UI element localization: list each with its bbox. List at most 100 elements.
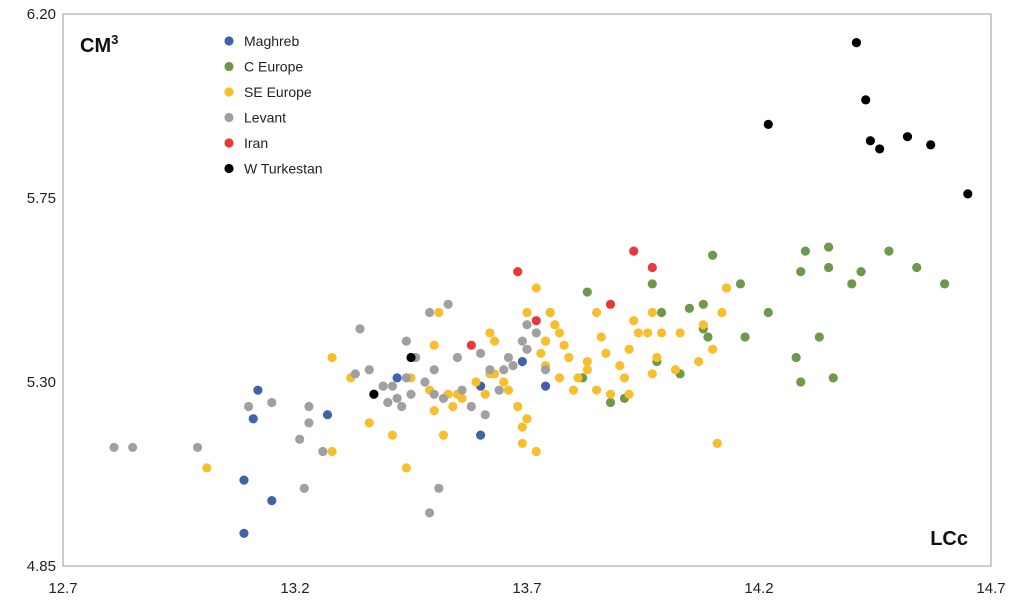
data-point	[629, 316, 639, 326]
data-point	[304, 401, 314, 412]
data-point	[531, 316, 541, 326]
data-point	[476, 430, 486, 440]
data-point	[253, 385, 263, 395]
data-point	[508, 361, 518, 371]
data-point	[656, 307, 667, 318]
data-point	[420, 377, 430, 387]
data-point	[531, 328, 541, 338]
data-point	[605, 397, 616, 408]
data-point	[824, 242, 834, 252]
x-tick-label: 14.7	[976, 580, 1005, 597]
data-point	[601, 348, 611, 358]
data-point	[364, 418, 374, 428]
data-point	[582, 287, 592, 297]
data-point	[540, 336, 551, 346]
data-point	[856, 267, 866, 277]
data-point	[619, 373, 630, 383]
x-tick-label: 13.2	[280, 580, 309, 597]
data-point	[327, 352, 337, 363]
data-point	[401, 373, 411, 383]
data-point	[531, 283, 541, 293]
series-4	[466, 246, 657, 350]
data-point	[392, 393, 402, 403]
x-axis-label: LCc	[930, 528, 968, 550]
data-point	[513, 267, 523, 277]
data-point	[800, 246, 811, 256]
legend-marker	[224, 163, 234, 174]
data-point	[248, 414, 258, 424]
data-point	[424, 307, 435, 318]
data-point	[624, 389, 634, 399]
data-point	[355, 324, 365, 334]
data-point	[485, 328, 495, 338]
data-point	[633, 328, 643, 338]
data-point	[452, 352, 462, 363]
data-point	[531, 446, 541, 457]
data-point	[592, 307, 602, 318]
data-point	[615, 361, 625, 371]
data-point	[295, 434, 305, 444]
data-point	[624, 344, 634, 354]
data-point	[350, 369, 360, 379]
data-point	[851, 38, 862, 48]
legend-label: W Turkestan	[244, 161, 323, 177]
series-0	[239, 356, 551, 538]
data-point	[875, 144, 885, 154]
data-point	[708, 344, 718, 354]
data-point	[499, 377, 509, 387]
data-point	[596, 332, 606, 342]
legend-label: C Europe	[244, 59, 303, 75]
data-point	[763, 119, 773, 129]
data-point	[554, 373, 565, 383]
legend-marker	[224, 112, 234, 123]
data-point	[489, 336, 500, 346]
data-point	[513, 401, 523, 412]
series-3	[109, 299, 551, 518]
data-point	[522, 320, 532, 330]
data-point	[517, 336, 527, 346]
data-point	[740, 332, 750, 342]
data-point	[406, 389, 416, 399]
data-point	[735, 279, 746, 289]
legend-marker	[224, 61, 234, 72]
y-tick-label: 5.75	[27, 190, 56, 207]
data-point	[522, 307, 532, 318]
data-point	[647, 369, 657, 379]
data-point	[438, 393, 449, 403]
data-point	[378, 381, 388, 391]
data-point	[267, 397, 277, 408]
data-point	[902, 132, 913, 142]
data-point	[865, 136, 875, 146]
y-tick-label: 5.30	[27, 374, 56, 391]
data-point	[457, 385, 467, 395]
data-point	[466, 401, 476, 412]
data-point	[387, 430, 398, 440]
series-2	[202, 283, 732, 473]
data-point	[545, 307, 555, 318]
y-axis-label: CM3	[80, 32, 118, 57]
legend-label: Levant	[244, 110, 286, 126]
data-point	[703, 332, 713, 342]
data-point	[517, 438, 527, 448]
data-point	[582, 356, 592, 367]
data-point	[397, 401, 407, 412]
data-point	[912, 262, 922, 273]
data-point	[522, 344, 532, 354]
data-point	[466, 340, 476, 350]
data-point	[559, 340, 569, 350]
data-point	[592, 385, 602, 395]
data-point	[448, 401, 458, 412]
data-point	[647, 262, 657, 273]
data-point	[791, 352, 801, 363]
data-points	[109, 38, 973, 538]
data-point	[796, 377, 806, 387]
data-point	[926, 140, 936, 150]
data-point	[629, 246, 639, 256]
data-point	[684, 303, 695, 313]
data-point	[540, 381, 551, 391]
data-point	[568, 385, 579, 395]
data-point	[847, 279, 857, 289]
legend-label: Maghreb	[244, 33, 299, 49]
data-point	[476, 348, 486, 358]
data-point	[485, 365, 495, 375]
